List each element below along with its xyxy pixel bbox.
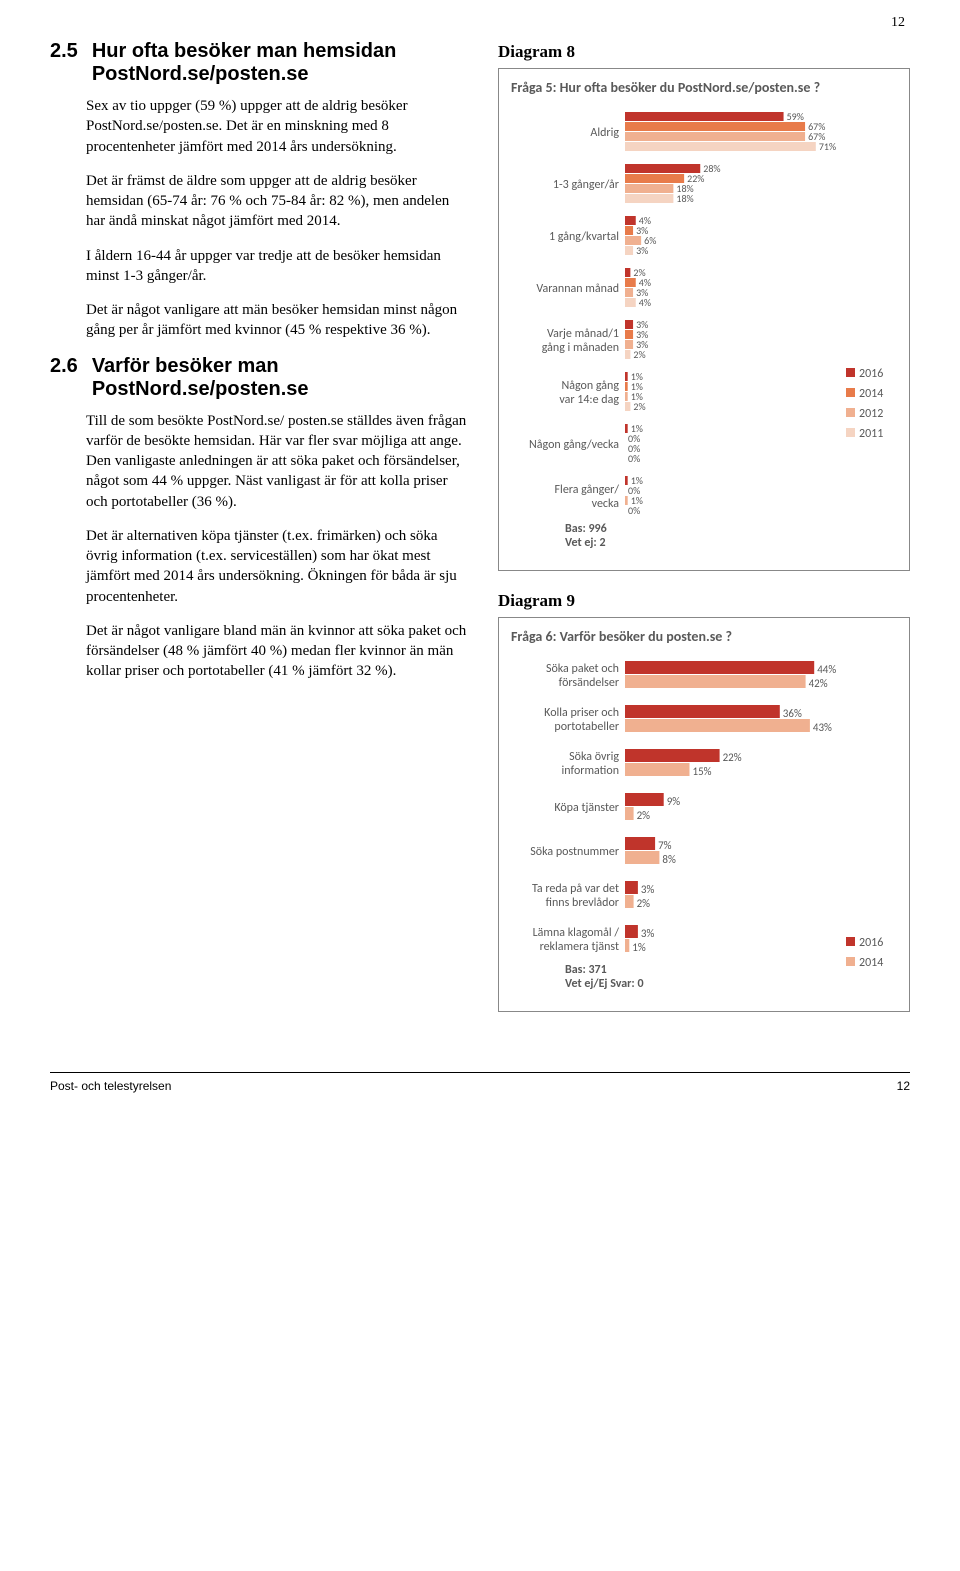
svg-text:1-3 gånger/år: 1-3 gånger/år	[553, 178, 619, 192]
svg-text:portotabeller: portotabeller	[554, 720, 619, 734]
svg-text:36%: 36%	[783, 707, 802, 720]
svg-text:9%: 9%	[667, 795, 681, 808]
svg-text:0%: 0%	[628, 452, 640, 465]
svg-text:3%: 3%	[641, 883, 655, 896]
svg-text:Någon gång/vecka: Någon gång/vecka	[529, 438, 619, 452]
svg-text:43%: 43%	[813, 721, 832, 734]
svg-text:3%: 3%	[636, 244, 648, 257]
diagram-8-box: Fråga 5: Hur ofta besöker du PostNord.se…	[498, 68, 910, 571]
page-number-top: 12	[891, 15, 905, 31]
svg-text:Köpa tjänster: Köpa tjänster	[554, 801, 619, 815]
svg-text:15%: 15%	[693, 765, 712, 778]
svg-text:Söka paket och: Söka paket och	[546, 662, 619, 676]
svg-text:2016: 2016	[859, 367, 883, 381]
svg-text:2%: 2%	[637, 809, 651, 822]
para: Det är alternativen köpa tjänster (t.ex.…	[86, 526, 470, 607]
svg-text:Varannan månad: Varannan månad	[536, 282, 619, 296]
footer-page-number: 12	[897, 1079, 910, 1093]
right-charts-column: Diagram 8 Fråga 5: Hur ofta besöker du P…	[498, 40, 910, 1032]
svg-text:reklamera tjänst: reklamera tjänst	[540, 940, 619, 954]
svg-text:Kolla priser och: Kolla priser och	[544, 706, 619, 720]
svg-text:7%: 7%	[658, 839, 672, 852]
svg-text:0%: 0%	[628, 504, 640, 517]
svg-text:Bas: 371: Bas: 371	[565, 963, 607, 977]
diagram-9-title: Fråga 6: Varför besöker du posten.se ?	[511, 628, 901, 645]
svg-text:59%: 59%	[787, 110, 804, 123]
footer-publisher: Post- och telestyrelsen	[50, 1079, 171, 1093]
svg-text:Någon gång: Någon gång	[561, 379, 619, 393]
svg-text:Varje månad/1: Varje månad/1	[547, 327, 619, 341]
svg-text:2014: 2014	[859, 956, 883, 970]
section-number: 2.6	[50, 355, 78, 401]
diagram-9-chart: Söka paket ochförsändelser 44%42% Kolla pr…	[507, 657, 892, 1001]
svg-text:2016: 2016	[859, 936, 883, 950]
diagram-9-box: Fråga 6: Varför besöker du posten.se ? S…	[498, 617, 910, 1012]
svg-text:Lämna klagomål /: Lämna klagomål /	[533, 926, 620, 940]
section-2.5-heading: 2.5 Hur ofta besöker man hemsidan PostNo…	[50, 40, 470, 86]
svg-text:gång i månaden: gång i månaden	[542, 341, 619, 355]
section-number: 2.5	[50, 40, 78, 86]
svg-text:42%: 42%	[809, 677, 828, 690]
section-title: Varför besöker man PostNord.se/posten.se	[92, 355, 470, 401]
para: Det är något vanligare att män besöker h…	[86, 300, 470, 341]
para: Det är något vanligare bland män än kvin…	[86, 621, 470, 682]
para: Sex av tio uppger (59 %) uppger att de a…	[86, 96, 470, 157]
svg-text:Bas: 996: Bas: 996	[565, 522, 607, 536]
page-footer: Post- och telestyrelsen 12	[50, 1072, 910, 1093]
svg-text:Söka övrig: Söka övrig	[569, 750, 619, 764]
svg-text:information: information	[562, 764, 619, 778]
svg-text:var 14:e dag: var 14:e dag	[559, 393, 619, 407]
section-title: Hur ofta besöker man hemsidan PostNord.s…	[92, 40, 470, 86]
left-text-column: 2.5 Hur ofta besöker man hemsidan PostNo…	[50, 40, 470, 1032]
svg-text:8%: 8%	[662, 853, 676, 866]
svg-text:Vet ej: 2: Vet ej: 2	[565, 536, 606, 550]
svg-text:2011: 2011	[859, 427, 883, 441]
svg-text:Söka postnummer: Söka postnummer	[530, 845, 619, 859]
para: I åldern 16-44 år uppger var tredje att …	[86, 246, 470, 287]
svg-text:Aldrig: Aldrig	[590, 126, 619, 140]
svg-text:Flera gånger/: Flera gånger/	[555, 483, 620, 497]
diagram-8-chart: Aldrig59%67%67%71%1-3 gånger/år28%22%18%…	[507, 108, 892, 560]
svg-text:vecka: vecka	[592, 497, 620, 511]
svg-text:2012: 2012	[859, 407, 883, 421]
svg-text:18%: 18%	[676, 192, 693, 205]
svg-text:44%: 44%	[817, 663, 836, 676]
svg-text:71%: 71%	[819, 140, 836, 153]
svg-text:1%: 1%	[632, 941, 646, 954]
svg-text:22%: 22%	[723, 751, 742, 764]
svg-text:2%: 2%	[633, 400, 645, 413]
svg-text:3%: 3%	[641, 927, 655, 940]
svg-text:2%: 2%	[633, 348, 645, 361]
svg-text:2014: 2014	[859, 387, 883, 401]
svg-text:försändelser: försändelser	[559, 676, 619, 690]
svg-text:1 gång/kvartal: 1 gång/kvartal	[549, 230, 619, 244]
svg-text:Ta reda på var det: Ta reda på var det	[532, 882, 619, 896]
svg-text:Vet ej/Ej Svar: 0: Vet ej/Ej Svar: 0	[565, 977, 644, 991]
svg-text:2%: 2%	[637, 897, 651, 910]
section-2.6-heading: 2.6 Varför besöker man PostNord.se/poste…	[50, 355, 470, 401]
svg-text:finns brevlådor: finns brevlådor	[546, 896, 619, 910]
svg-text:4%: 4%	[639, 296, 651, 309]
diagram-9-label: Diagram 9	[498, 591, 910, 611]
svg-text:28%: 28%	[703, 162, 720, 175]
para: Till de som besökte PostNord.se/ posten.…	[86, 411, 470, 512]
para: Det är främst de äldre som uppger att de…	[86, 171, 470, 232]
diagram-8-label: Diagram 8	[498, 42, 910, 62]
diagram-8-title: Fråga 5: Hur ofta besöker du PostNord.se…	[511, 79, 901, 96]
